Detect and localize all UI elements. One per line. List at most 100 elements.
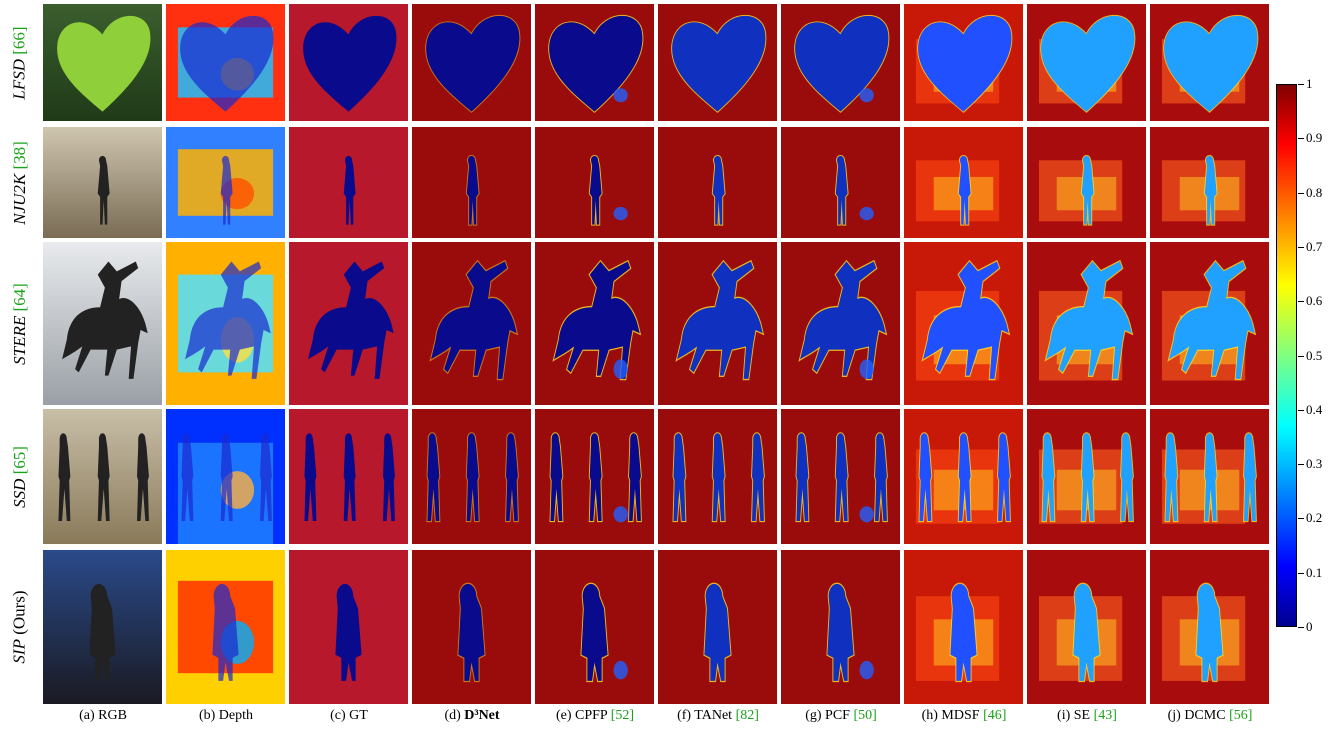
panel-ssd-0 xyxy=(43,409,162,544)
map-false-positive xyxy=(859,359,874,379)
map-object xyxy=(673,433,686,522)
map-object xyxy=(581,583,608,681)
map-object xyxy=(506,433,518,522)
colorbar-tick-label: 0.2 xyxy=(1306,510,1323,526)
column-citation: [50] xyxy=(853,708,877,723)
column-label-8: (i) SE [43] xyxy=(1025,708,1149,724)
depth-object xyxy=(220,155,233,225)
map-object xyxy=(677,261,763,379)
panel-nju2k-2 xyxy=(289,127,408,238)
panel-lfsd-7 xyxy=(904,4,1023,121)
panel-nju2k-6 xyxy=(781,127,900,238)
gt-object xyxy=(303,15,397,112)
map-object xyxy=(919,433,932,522)
colorbar-tick-label: 1 xyxy=(1306,76,1313,91)
column-title: (j) DCMC xyxy=(1167,708,1230,723)
map-object xyxy=(1073,583,1100,681)
map-object xyxy=(835,433,848,522)
panel-nju2k-3 xyxy=(412,127,531,238)
map-false-positive xyxy=(859,506,874,523)
colorbar-tick-mark xyxy=(1298,464,1304,466)
map-object xyxy=(875,433,887,522)
colorbar-tick-mark xyxy=(1298,192,1304,194)
panel-stere-7 xyxy=(904,242,1023,405)
map-object xyxy=(672,15,766,112)
row-suffix: (Ours) xyxy=(10,590,29,640)
column-label-5: (f) TANet [82] xyxy=(656,708,780,724)
map-false-positive xyxy=(613,206,628,221)
map-object xyxy=(795,15,889,112)
row-label-ssd: SSD [65] xyxy=(0,409,40,544)
rgb-object xyxy=(97,433,110,522)
map-object xyxy=(427,433,440,522)
map-object xyxy=(704,583,731,681)
map-object xyxy=(835,155,848,225)
row-citation: [38] xyxy=(10,140,30,174)
colorbar-tick-mark xyxy=(1298,301,1304,303)
colorbar-tick-mark xyxy=(1298,518,1304,520)
column-label-2: (c) GT xyxy=(287,708,411,724)
column-title: (f) TANet xyxy=(677,708,736,723)
panel-nju2k-8 xyxy=(1027,127,1146,238)
map-object xyxy=(712,433,725,522)
rgb-object xyxy=(62,261,148,379)
column-citation: [52] xyxy=(610,708,635,723)
rgb-object xyxy=(57,15,151,112)
depth-object xyxy=(180,15,274,112)
column-title: (h) MDSF xyxy=(921,708,984,723)
panel-stere-2 xyxy=(289,242,408,405)
map-object xyxy=(550,433,563,522)
colorbar-tick-label: 0.3 xyxy=(1306,456,1323,472)
map-object xyxy=(1169,261,1255,379)
map-false-positive xyxy=(613,660,628,680)
panel-nju2k-9 xyxy=(1150,127,1269,238)
map-object xyxy=(1165,433,1178,522)
panel-lfsd-6 xyxy=(781,4,900,121)
panel-stere-9 xyxy=(1150,242,1269,405)
map-object xyxy=(827,583,854,681)
map-object xyxy=(1196,583,1223,681)
depth-object xyxy=(181,433,194,522)
panel-stere-0 xyxy=(43,242,162,405)
map-object xyxy=(1081,155,1094,225)
panel-lfsd-5 xyxy=(658,4,777,121)
colorbar-tick-mark xyxy=(1298,572,1304,574)
panel-nju2k-5 xyxy=(658,127,777,238)
colorbar-tick-mark xyxy=(1298,355,1304,357)
colorbar-tick-mark xyxy=(1298,138,1304,140)
map-object xyxy=(589,155,602,225)
panel-lfsd-8 xyxy=(1027,4,1146,121)
map-object xyxy=(950,583,977,681)
map-object xyxy=(1244,433,1256,522)
map-false-positive xyxy=(859,206,874,221)
panel-lfsd-0 xyxy=(43,4,162,121)
colorbar-tick-mark xyxy=(1298,409,1304,411)
map-object xyxy=(1121,433,1133,522)
colorbar-tick-label: 0 xyxy=(1306,619,1313,634)
gt-object xyxy=(343,433,356,522)
panel-lfsd-2 xyxy=(289,4,408,121)
column-label-6: (g) PCF [50] xyxy=(779,708,903,724)
row-name: NJU2K xyxy=(10,173,30,225)
map-object xyxy=(466,155,479,225)
map-object xyxy=(1204,433,1217,522)
map-object xyxy=(629,433,641,522)
map-object xyxy=(1046,261,1132,379)
column-label-1: (b) Depth xyxy=(164,708,288,724)
row-name: SIP xyxy=(10,639,29,664)
map-object xyxy=(1204,155,1217,225)
row-name: SSD xyxy=(10,478,30,508)
panel-nju2k-7 xyxy=(904,127,1023,238)
depth-object xyxy=(212,583,239,681)
panel-stere-8 xyxy=(1027,242,1146,405)
gt-object xyxy=(343,155,356,225)
panel-ssd-4 xyxy=(535,409,654,544)
panel-lfsd-3 xyxy=(412,4,531,121)
panel-ssd-1 xyxy=(166,409,285,544)
gt-object xyxy=(335,583,362,681)
colorbar-tick-label: 0.4 xyxy=(1306,401,1323,417)
rgb-object xyxy=(137,433,149,522)
depth-object xyxy=(260,433,272,522)
panel-sip-4 xyxy=(535,550,654,704)
map-object xyxy=(1042,433,1055,522)
